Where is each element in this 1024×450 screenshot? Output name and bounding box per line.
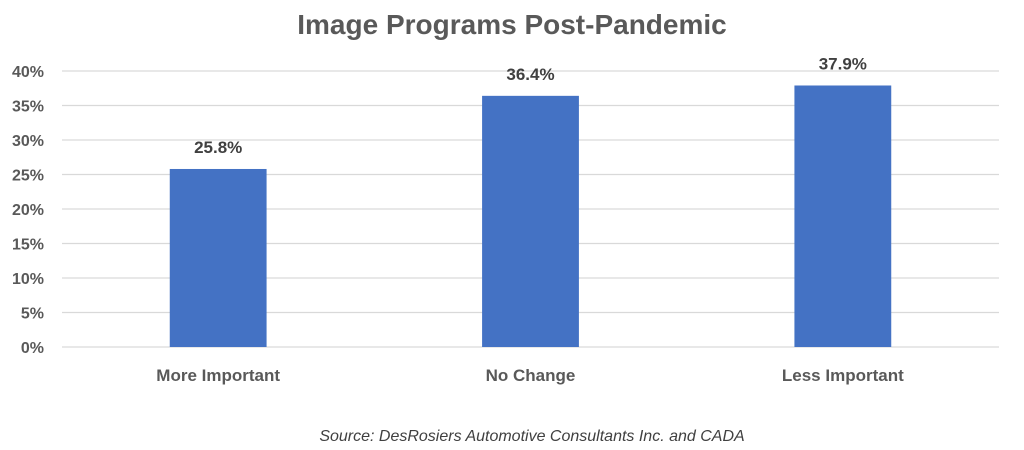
bar [169,168,267,347]
x-category-label: More Important [156,366,280,385]
y-tick-label: 25% [12,168,44,185]
y-tick-label: 15% [12,237,44,254]
data-label: 25.8% [194,138,242,157]
x-category-label: Less Important [782,366,904,385]
chart-title: Image Programs Post-Pandemic [297,9,726,40]
data-label: 37.9% [819,54,867,73]
y-tick-label: 5% [21,306,44,323]
y-tick-label: 35% [12,99,44,116]
x-axis-categories: More Important No Change Less Important [156,366,904,385]
data-label: 36.4% [506,65,554,84]
bar [794,85,892,348]
y-tick-label: 40% [12,64,44,81]
y-tick-label: 20% [12,202,44,219]
bar [482,95,579,347]
y-tick-label: 30% [12,133,44,150]
x-category-label: No Change [486,366,576,385]
data-labels: 25.8% 36.4% 37.9% [194,54,867,156]
bars [169,85,892,348]
y-tick-label: 10% [12,271,44,288]
source-note: Source: DesRosiers Automotive Consultant… [319,428,744,445]
y-tick-label: 0% [21,340,44,357]
y-axis-ticks: 0% 5% 10% 15% 20% 25% 30% 35% 40% [12,64,44,357]
